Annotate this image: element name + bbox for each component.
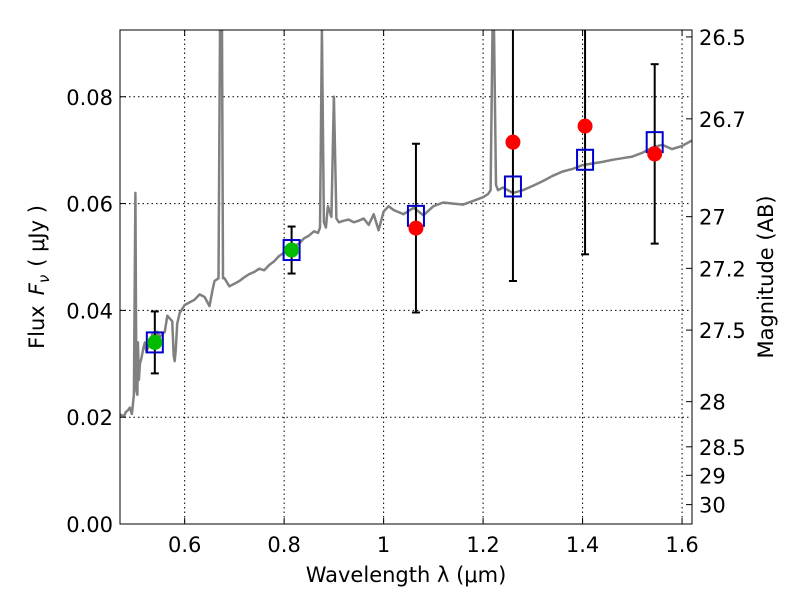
y2-tick-label: 29 xyxy=(699,464,726,488)
y2-tick-label: 28.5 xyxy=(699,436,746,460)
x-axis-label: Wavelength λ (μm) xyxy=(306,563,507,587)
tick-layer: 0.6 0.8 1 1.2 1.4 1.6 0.00 0.02 0.04 0.06 0.08 26.5… xyxy=(66,26,746,557)
y-axis-label-subscript: ν xyxy=(35,275,53,283)
y2-tick-label: 27 xyxy=(699,206,726,230)
marker-layer xyxy=(145,30,664,375)
y-axis-label: Flux Fν ( μJy ) xyxy=(25,205,53,349)
y-tick-label: 0.06 xyxy=(66,193,113,217)
model-photometry-square xyxy=(145,331,164,354)
x-tick-label: 1 xyxy=(377,533,390,557)
y2-tick-label: 26.5 xyxy=(699,26,746,50)
y-axis-label-symbol: F xyxy=(25,282,49,295)
y-tick-label: 0.02 xyxy=(66,406,113,430)
x-tick-label: 0.8 xyxy=(267,533,300,557)
spectrum-layer xyxy=(120,30,692,418)
y-axis-label-unit: ( μJy ) xyxy=(25,205,49,267)
y2-tick-label: 30 xyxy=(699,494,726,518)
y-tick-label: 0.08 xyxy=(66,86,113,110)
observed-photometry-point xyxy=(577,118,593,134)
model-photometry-square xyxy=(503,175,522,198)
observed-photometry-point xyxy=(408,220,424,236)
model-photometry-square xyxy=(576,148,595,171)
ground-photometry-point xyxy=(284,242,300,258)
x-tick-label: 1.4 xyxy=(566,533,599,557)
y2-tick-label: 27.5 xyxy=(699,319,746,343)
y-tick-label: 0.04 xyxy=(66,299,113,323)
y-axis-label-text: Flux xyxy=(25,305,49,349)
plot-frame xyxy=(119,29,693,525)
y-tick-label: 0.00 xyxy=(66,513,113,537)
x-tick-label: 1.2 xyxy=(466,533,499,557)
model-photometry-square xyxy=(282,239,301,262)
y2-axis-label: Magnitude (AB) xyxy=(754,195,778,358)
y2-tick-label: 28 xyxy=(699,391,726,415)
ground-photometry-point xyxy=(147,334,163,350)
observed-photometry-point xyxy=(647,146,663,162)
observed-photometry-point xyxy=(505,134,521,150)
grid-layer xyxy=(120,30,692,525)
x-tick-label: 0.6 xyxy=(168,533,201,557)
model-spectrum-line xyxy=(120,30,692,418)
y2-tick-label: 26.7 xyxy=(699,108,746,132)
x-tick-label: 1.6 xyxy=(665,533,698,557)
y2-tick-label: 27.2 xyxy=(699,257,746,281)
